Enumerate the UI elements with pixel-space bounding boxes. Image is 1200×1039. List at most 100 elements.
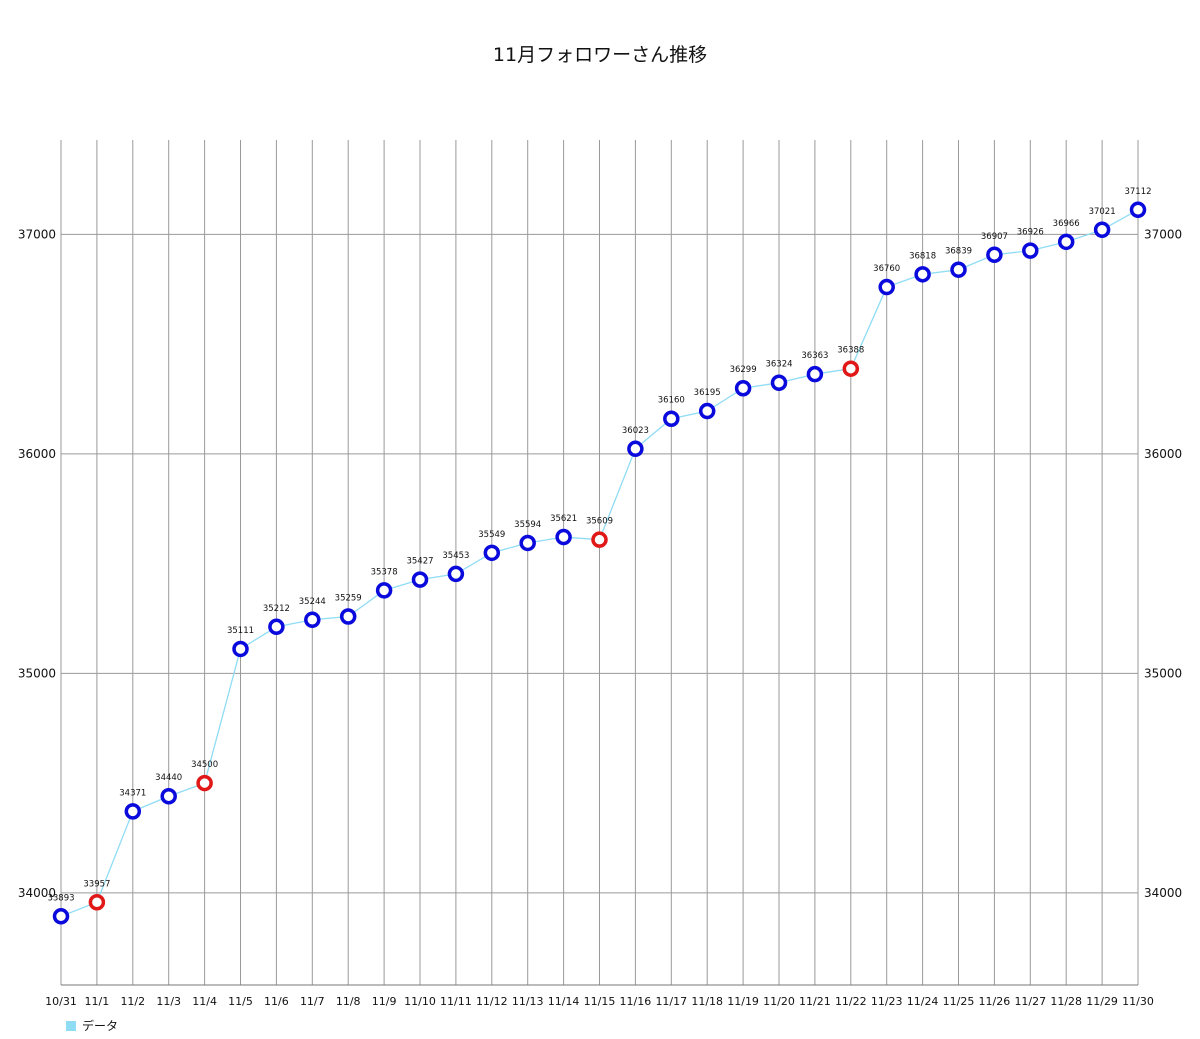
- x-tick-label: 11/18: [691, 995, 723, 1008]
- data-point: [770, 374, 788, 391]
- x-tick-label: 11/2: [120, 995, 145, 1008]
- data-point: [878, 278, 895, 296]
- data-label: 35378: [371, 567, 398, 577]
- data-point: [160, 787, 177, 805]
- data-label: 36926: [1017, 228, 1044, 238]
- x-tick-label: 11/5: [228, 995, 253, 1008]
- data-point: [124, 803, 142, 820]
- data-label: 36363: [801, 351, 828, 361]
- x-tick-label: 11/25: [943, 995, 975, 1008]
- x-tick-label: 11/29: [1086, 995, 1118, 1008]
- x-tick-label: 11/13: [512, 995, 544, 1008]
- data-point: [339, 608, 357, 625]
- y-tick-label-left: 36000: [18, 447, 56, 461]
- data-label: 36966: [1053, 219, 1080, 229]
- data-point: [375, 582, 393, 599]
- data-label: 33957: [83, 879, 110, 889]
- data-label: 36760: [873, 264, 900, 274]
- x-tick-label: 11/20: [763, 995, 795, 1008]
- data-label: 36160: [658, 396, 685, 406]
- data-point: [698, 402, 716, 420]
- data-label: 36324: [765, 360, 792, 370]
- data-label: 33893: [47, 893, 74, 903]
- data-point: [663, 410, 680, 427]
- data-point: [914, 266, 931, 283]
- data-label: 37112: [1124, 187, 1151, 197]
- data-point: [268, 618, 285, 636]
- data-point: [1093, 221, 1111, 239]
- x-tick-label: 11/10: [404, 995, 436, 1008]
- data-point-highlight: [196, 774, 213, 792]
- data-label: 35594: [514, 520, 541, 530]
- data-point: [52, 908, 70, 925]
- x-tick-label: 11/8: [336, 995, 361, 1008]
- data-point: [519, 534, 536, 552]
- data-label: 35111: [227, 626, 254, 636]
- data-point: [232, 640, 249, 658]
- x-tick-label: 11/23: [871, 995, 903, 1008]
- y-tick-label-right: 35000: [1144, 666, 1182, 680]
- data-label: 35259: [335, 593, 362, 603]
- legend-label: データ: [82, 1019, 119, 1033]
- x-tick-label: 11/9: [372, 995, 397, 1008]
- data-label: 37021: [1089, 207, 1116, 217]
- data-point: [1022, 242, 1039, 259]
- data-label: 35609: [586, 517, 613, 527]
- data-label: 34440: [155, 773, 182, 783]
- y-tick-label-left: 37000: [18, 227, 56, 241]
- legend-swatch: [66, 1020, 76, 1031]
- data-label: 35621: [550, 514, 577, 524]
- data-label: 36195: [694, 388, 721, 398]
- x-tick-label: 11/28: [1050, 995, 1082, 1008]
- data-label: 36299: [730, 365, 757, 375]
- x-tick-label: 11/24: [907, 995, 939, 1008]
- x-tick-label: 11/11: [440, 995, 472, 1008]
- data-label: 35212: [263, 604, 290, 614]
- data-label: 36023: [622, 426, 649, 436]
- data-label: 35427: [406, 557, 433, 567]
- chart-title: 11月フォロワーさん推移: [492, 44, 708, 66]
- x-tick-label: 11/12: [476, 995, 508, 1008]
- data-label: 36818: [909, 251, 936, 261]
- data-point: [986, 246, 1003, 264]
- x-tick-label: 11/17: [655, 995, 687, 1008]
- x-tick-label: 11/27: [1014, 995, 1046, 1008]
- data-point: [734, 379, 752, 397]
- data-label: 36839: [945, 247, 972, 257]
- x-tick-label: 11/30: [1122, 995, 1154, 1008]
- x-tick-label: 11/4: [192, 995, 217, 1008]
- x-tick-label: 11/15: [584, 995, 616, 1008]
- data-label: 35244: [299, 597, 326, 607]
- y-tick-label-right: 37000: [1144, 227, 1182, 241]
- data-point: [304, 611, 321, 629]
- data-point: [1129, 201, 1147, 219]
- data-label: 36907: [981, 232, 1008, 242]
- data-point-highlight: [591, 531, 608, 548]
- x-tick-label: 11/6: [264, 995, 289, 1008]
- data-point-highlight: [88, 894, 106, 911]
- x-tick-label: 11/21: [799, 995, 831, 1008]
- legend: データ: [66, 1017, 118, 1034]
- data-point: [411, 571, 429, 588]
- data-point: [950, 261, 967, 278]
- y-tick-label-right: 36000: [1144, 447, 1182, 461]
- data-point: [1057, 233, 1075, 251]
- x-tick-label: 11/26: [979, 995, 1011, 1008]
- x-tick-label: 11/22: [835, 995, 867, 1008]
- data-point: [483, 544, 501, 562]
- data-label: 35453: [442, 551, 469, 561]
- x-tick-label: 10/31: [45, 995, 77, 1008]
- y-tick-label-left: 34000: [18, 886, 56, 900]
- x-tick-label: 11/19: [727, 995, 759, 1008]
- x-tick-label: 11/16: [620, 995, 652, 1008]
- data-point: [806, 365, 824, 383]
- data-label: 34371: [119, 788, 146, 798]
- data-point: [627, 440, 644, 458]
- x-tick-label: 11/7: [300, 995, 325, 1008]
- data-label: 36388: [837, 346, 864, 356]
- y-tick-label-left: 35000: [18, 666, 56, 680]
- y-tick-label-right: 34000: [1144, 886, 1182, 900]
- data-label: 34500: [191, 760, 218, 770]
- data-point-highlight: [842, 360, 860, 377]
